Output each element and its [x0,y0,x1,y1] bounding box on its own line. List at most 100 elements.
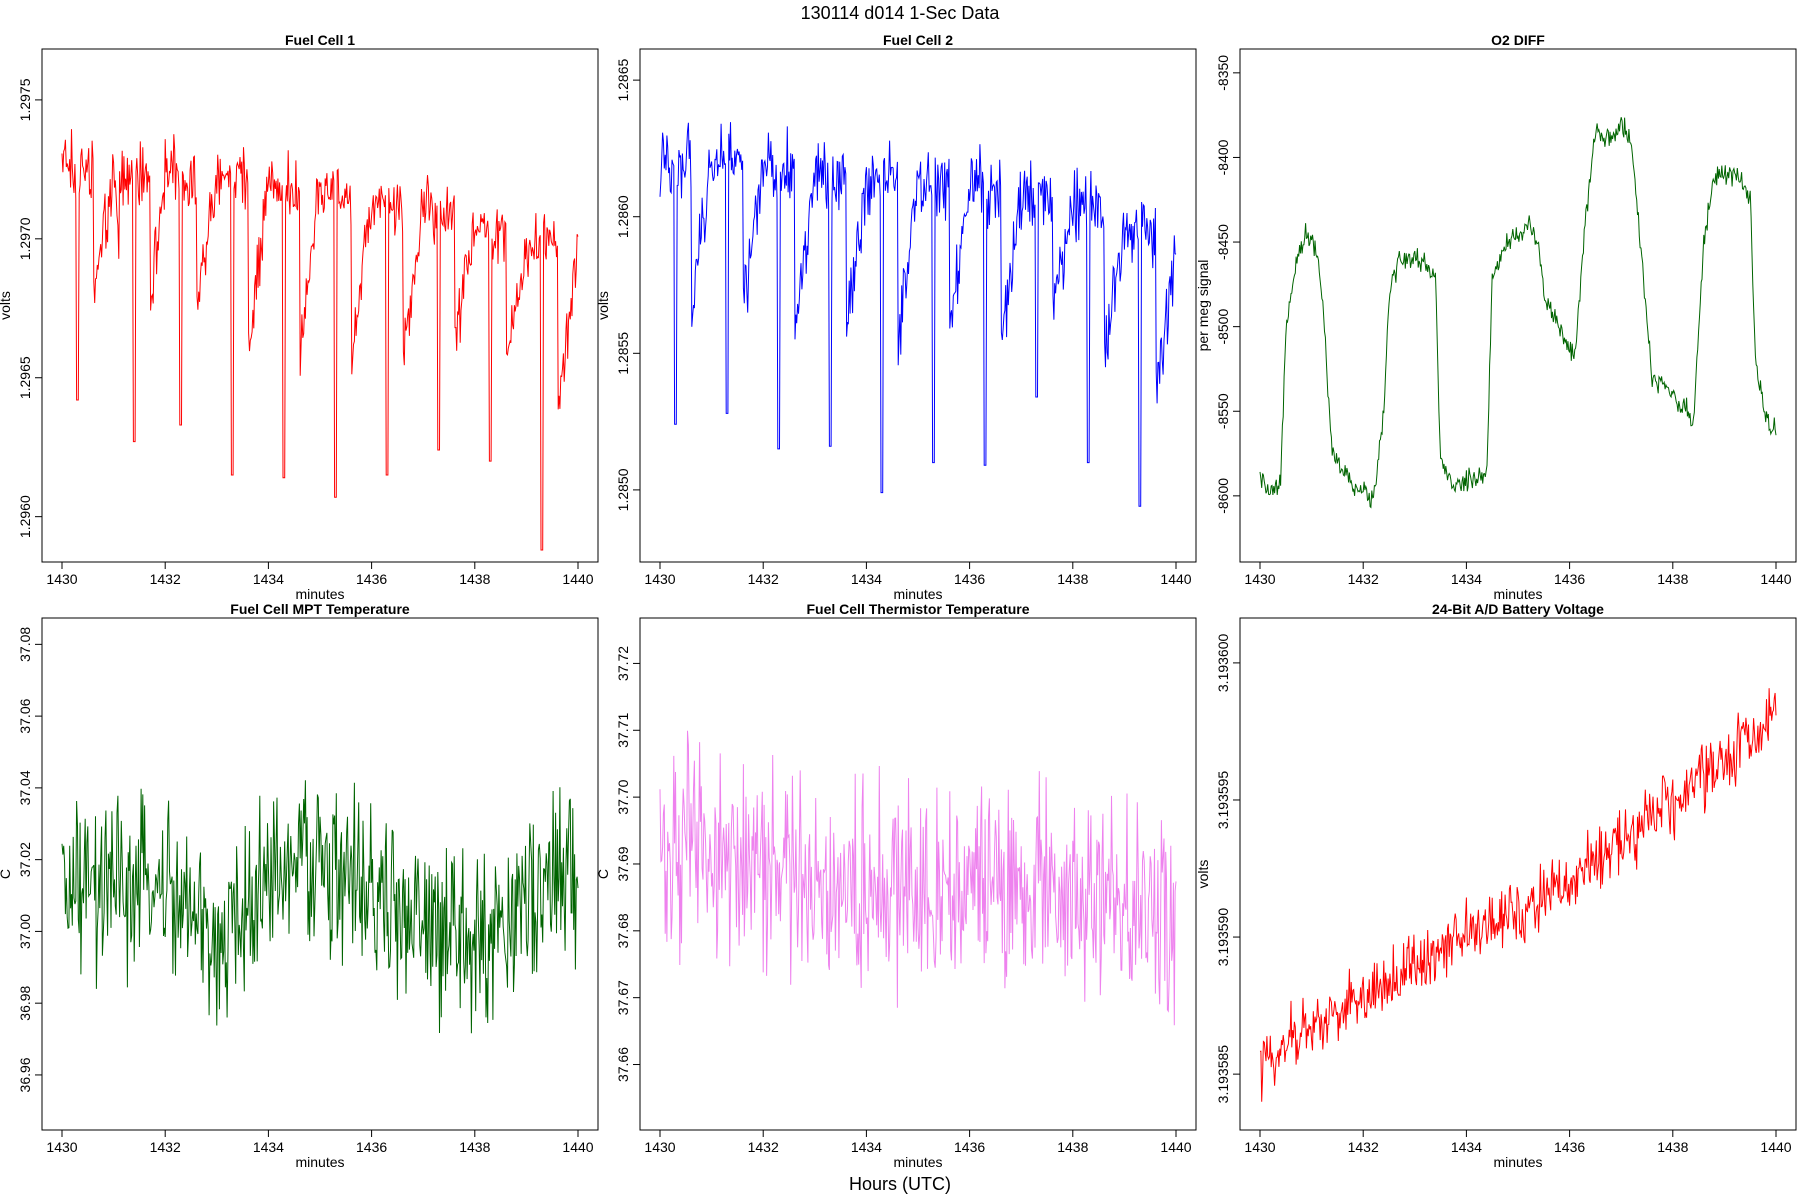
x-axis-label: minutes [1493,1154,1542,1170]
x-axis-label: minutes [893,1154,942,1170]
y-tick-label: 37.66 [615,1047,631,1082]
y-tick-label: 37.06 [17,698,33,733]
y-axis-label: C [595,869,611,879]
x-tick-label: 1432 [1348,1139,1379,1155]
y-tick-label: -8400 [1215,139,1231,175]
x-tick-label: 1438 [1657,1139,1688,1155]
x-tick-label: 1440 [562,1139,593,1155]
y-tick-label: 37.68 [615,913,631,948]
series-line [61,780,579,1034]
chart-panel-5: Fuel Cell Thermistor Temperature 1430 1432… [595,601,1197,1170]
y-tick-label: 3.193600 [1215,633,1231,692]
x-tick-label: 1438 [1057,571,1088,587]
y-tick-label: 37.08 [17,627,33,662]
panel-title: Fuel Cell MPT Temperature [230,601,410,617]
y-tick-label: 37.00 [17,914,33,949]
y-axis-label: volts [1195,860,1211,889]
x-tick-label: 1430 [1244,571,1275,587]
y-tick-label: 1.2865 [615,59,631,102]
y-tick-label: 3.193595 [1215,771,1231,830]
x-tick-label: 1436 [954,1139,985,1155]
y-tick-label: 3.193585 [1215,1045,1231,1104]
figure-xlabel: Hours (UTC) [849,1174,951,1194]
y-tick-label: 1.2850 [615,468,631,511]
x-tick-label: 1436 [954,571,985,587]
x-tick-label: 1436 [356,571,387,587]
x-tick-label: 1434 [253,571,284,587]
y-tick-label: -8550 [1215,393,1231,429]
panel-title: 24-Bit A/D Battery Voltage [1432,601,1604,617]
y-tick-label: 37.71 [615,713,631,748]
x-tick-label: 1430 [644,571,675,587]
x-tick-label: 1438 [1057,1139,1088,1155]
series-line [1259,688,1777,1102]
y-tick-label: 37.67 [615,980,631,1015]
y-tick-label: 36.96 [17,1057,33,1092]
x-tick-label: 1430 [1244,1139,1275,1155]
x-tick-label: 1436 [1554,571,1585,587]
y-tick-label: 1.2970 [17,217,33,260]
series-line [659,122,1177,507]
series-line [1259,117,1777,509]
y-axis-label: volts [595,291,611,320]
y-tick-label: -8600 [1215,478,1231,514]
y-tick-label: 1.2960 [17,495,33,538]
x-axis-label: minutes [295,1154,344,1170]
x-tick-label: 1432 [748,1139,779,1155]
y-tick-label: 1.2975 [17,78,33,121]
y-tick-label: 1.2860 [615,195,631,238]
plot-frame [639,48,1197,563]
x-tick-label: 1434 [253,1139,284,1155]
y-tick-label: -8500 [1215,309,1231,345]
y-tick-label: 3.193590 [1215,908,1231,967]
panel-title: Fuel Cell 2 [883,32,953,48]
panel-title: Fuel Cell Thermistor Temperature [806,601,1029,617]
y-tick-label: 1.2965 [17,356,33,399]
y-tick-label: 37.69 [615,846,631,881]
x-tick-label: 1432 [150,1139,181,1155]
x-tick-label: 1440 [1760,1139,1791,1155]
y-tick-label: -8450 [1215,224,1231,260]
y-tick-label: 37.70 [615,779,631,814]
y-tick-label: 36.98 [17,985,33,1020]
y-tick-label: -8350 [1215,55,1231,91]
chart-panel-2: Fuel Cell 2 1430 1432 1434 1436 1438 1440 minut… [595,32,1197,602]
chart-panel-6: 24-Bit A/D Battery Voltage 1430 1432 1434 14… [1195,601,1797,1170]
x-axis-label: minutes [1493,586,1542,602]
plot-frame [1239,617,1797,1131]
panel-title: O2 DIFF [1491,32,1545,48]
x-tick-label: 1438 [459,571,490,587]
x-tick-label: 1430 [46,1139,77,1155]
series-line [61,129,579,551]
x-tick-label: 1434 [1451,1139,1482,1155]
plot-frame [41,617,599,1131]
x-tick-label: 1438 [459,1139,490,1155]
x-tick-label: 1436 [1554,1139,1585,1155]
x-tick-label: 1432 [150,571,181,587]
y-tick-label: 37.72 [615,646,631,681]
x-tick-label: 1430 [644,1139,675,1155]
y-tick-label: 1.2855 [615,332,631,375]
y-tick-label: 37.04 [17,770,33,805]
chart-panels: Fuel Cell 1 1430 1432 1434 1436 1438 1440 minut… [0,32,1797,1170]
x-tick-label: 1434 [851,1139,882,1155]
x-axis-label: minutes [295,586,344,602]
y-axis-label: volts [0,291,13,320]
y-tick-label: 37.02 [17,842,33,877]
x-tick-label: 1440 [1760,571,1791,587]
chart-panel-3: O2 DIFF 1430 1432 1434 1436 1438 1440 minutes -8… [1195,32,1797,602]
x-tick-label: 1432 [1348,571,1379,587]
panel-title: Fuel Cell 1 [285,32,355,48]
x-tick-label: 1434 [1451,571,1482,587]
x-tick-label: 1440 [1160,571,1191,587]
x-tick-label: 1440 [1160,1139,1191,1155]
figure-title: 130114 d014 1-Sec Data [801,3,1001,23]
chart-panel-1: Fuel Cell 1 1430 1432 1434 1436 1438 1440 minut… [0,32,599,602]
series-line [659,730,1177,1026]
x-tick-label: 1430 [46,571,77,587]
x-tick-label: 1434 [851,571,882,587]
x-tick-label: 1440 [562,571,593,587]
x-tick-label: 1438 [1657,571,1688,587]
x-axis-label: minutes [893,586,942,602]
